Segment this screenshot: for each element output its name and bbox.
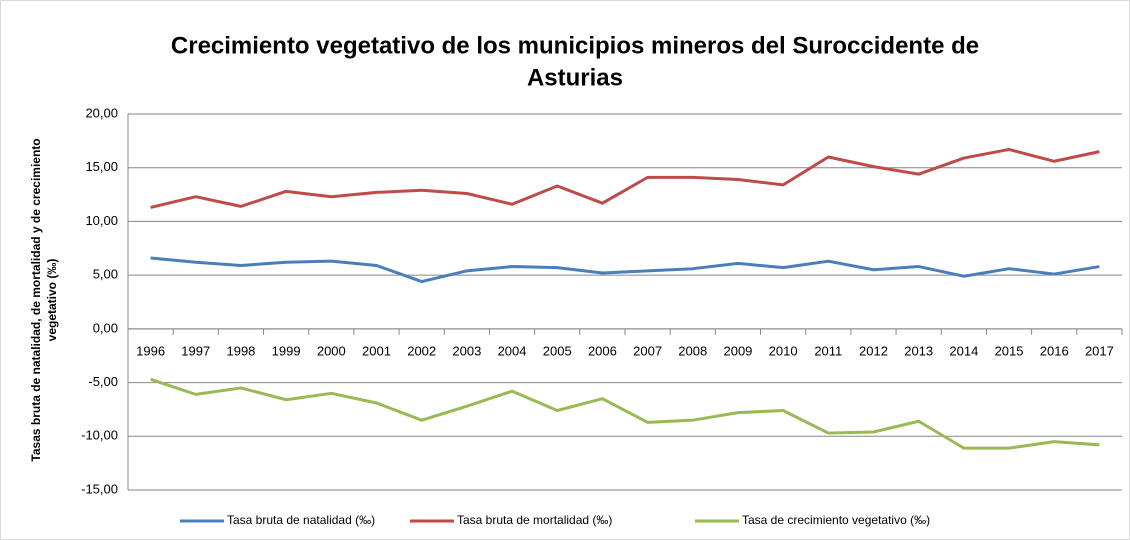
y-axis-label: Tasas bruta de natalidad, de mortalidad … <box>29 138 59 461</box>
y-tick-label: -5,00 <box>88 374 118 389</box>
x-tick-label: 2001 <box>362 343 391 358</box>
x-tick-label: 2017 <box>1085 343 1114 358</box>
y-tick-label: 20,00 <box>85 105 118 120</box>
x-tick-label: 2013 <box>904 343 933 358</box>
legend-label: Tasa bruta de natalidad (‰) <box>227 513 375 527</box>
x-tick-label: 2007 <box>633 343 662 358</box>
x-tick-label: 2009 <box>723 343 752 358</box>
x-tick-label: 2008 <box>678 343 707 358</box>
x-tick-label: 1998 <box>226 343 255 358</box>
series-line <box>150 256 1100 284</box>
legend-label: Tasa bruta de mortalidad (‰) <box>457 513 612 527</box>
y-axis-label-line: vegetativo (‰) <box>45 259 59 342</box>
x-tick-label: 2011 <box>814 343 842 358</box>
y-tick-label: 10,00 <box>85 213 118 228</box>
x-tick-label: 2000 <box>317 343 346 358</box>
x-tick-label: 2016 <box>1040 343 1069 358</box>
y-tick-label: 15,00 <box>85 159 118 174</box>
chart-title: Crecimiento vegetativo de los municipios… <box>171 32 979 59</box>
x-tick-label: 2002 <box>407 343 436 358</box>
x-tick-label: 2003 <box>452 343 481 358</box>
legend-label: Tasa de crecimiento vegetativo (‰) <box>742 513 930 527</box>
x-tick-label: 2004 <box>498 343 527 358</box>
series-line <box>150 147 1100 209</box>
y-tick-label: -10,00 <box>81 428 118 443</box>
y-tick-label: -15,00 <box>81 481 118 496</box>
x-tick-label: 2005 <box>543 343 572 358</box>
series-line <box>150 377 1100 450</box>
x-tick-label: 2006 <box>588 343 617 358</box>
chart-title: Asturias <box>527 64 623 91</box>
x-tick-label: 2014 <box>949 343 978 358</box>
x-tick-label: 1997 <box>181 343 210 358</box>
x-tick-label: 1999 <box>272 343 301 358</box>
x-tick-label: 2012 <box>859 343 888 358</box>
y-tick-label: 0,00 <box>93 320 118 335</box>
x-tick-label: 2010 <box>769 343 798 358</box>
y-axis-label-line: Tasas bruta de natalidad, de mortalidad … <box>29 138 43 461</box>
x-tick-label: 1996 <box>136 343 165 358</box>
x-tick-label: 2015 <box>995 343 1024 358</box>
y-tick-label: 5,00 <box>93 267 118 282</box>
